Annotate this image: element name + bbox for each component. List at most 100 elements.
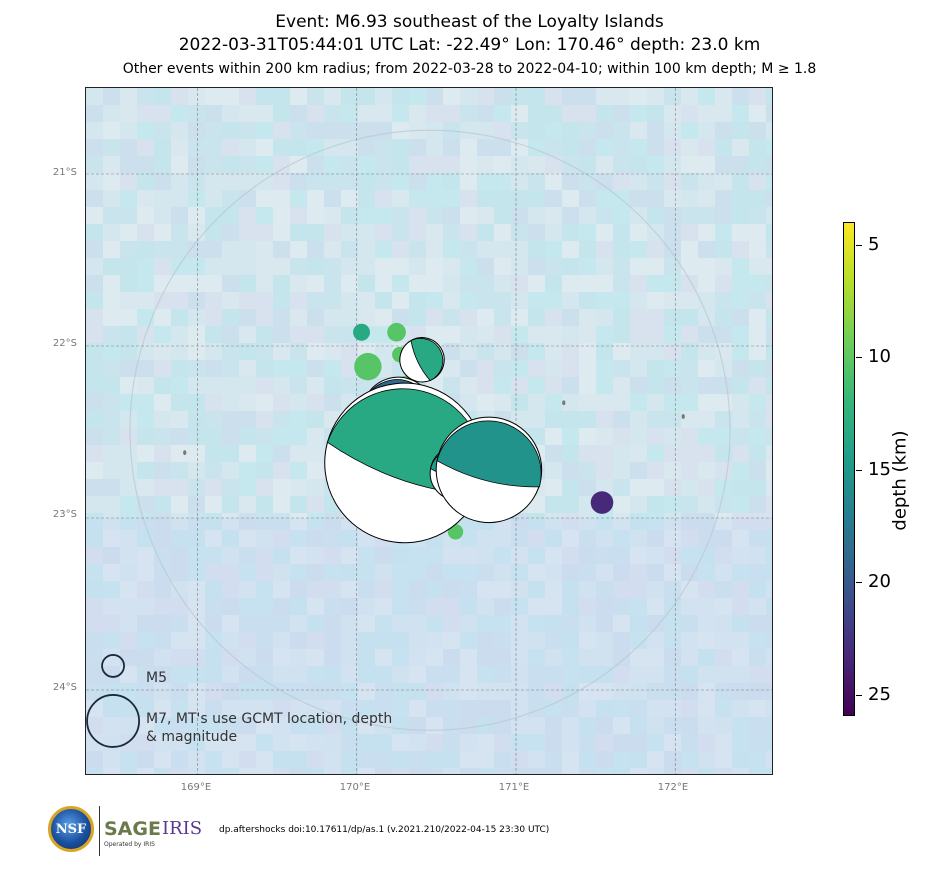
map-texture-cell: [664, 207, 681, 224]
map-texture-cell: [579, 275, 596, 292]
map-texture-cell: [103, 241, 120, 258]
map-texture-cell: [443, 207, 460, 224]
map-texture-cell: [715, 632, 732, 649]
map-texture-cell: [307, 224, 324, 241]
map-texture-cell: [86, 615, 103, 632]
map-texture-cell: [528, 377, 545, 394]
map-texture-cell: [528, 292, 545, 309]
map-texture-cell: [596, 564, 613, 581]
map-texture-cell: [171, 666, 188, 683]
sage-logo: SAGE: [104, 818, 161, 840]
map-texture-cell: [392, 190, 409, 207]
map-texture-cell: [86, 700, 103, 717]
map-texture-cell: [579, 632, 596, 649]
map-texture-cell: [103, 275, 120, 292]
map-texture-cell: [664, 224, 681, 241]
map-texture-cell: [103, 513, 120, 530]
map-texture-cell: [307, 666, 324, 683]
map-texture-cell: [562, 394, 579, 411]
map-texture-cell: [749, 513, 766, 530]
map-texture-cell: [120, 190, 137, 207]
map-texture-cell: [307, 105, 324, 122]
map-texture-cell: [630, 564, 647, 581]
map-texture-cell: [562, 564, 579, 581]
map-texture-cell: [579, 377, 596, 394]
map-texture-cell: [647, 207, 664, 224]
map-texture-cell: [273, 258, 290, 275]
earthquake-marker: [354, 352, 382, 381]
beachball-part: [410, 338, 444, 382]
map-texture-cell: [511, 122, 528, 139]
map-texture-cell: [392, 734, 409, 751]
map-texture-cell: [749, 275, 766, 292]
map-texture-cell: [120, 598, 137, 615]
legend-m5-circle: [101, 654, 125, 678]
map-texture-cell: [256, 462, 273, 479]
map-texture-cell: [392, 581, 409, 598]
map-texture-cell: [341, 275, 358, 292]
map-texture-cell: [120, 649, 137, 666]
map-texture-cell: [324, 292, 341, 309]
map-texture-cell: [154, 360, 171, 377]
map-texture-cell: [647, 632, 664, 649]
map-texture-cell: [664, 326, 681, 343]
map-texture-cell: [375, 615, 392, 632]
map-texture-cell: [494, 581, 511, 598]
map-texture-cell: [375, 173, 392, 190]
map-texture-cell: [647, 156, 664, 173]
map-texture-cell: [341, 173, 358, 190]
map-texture-cell: [307, 598, 324, 615]
map-texture-cell: [494, 105, 511, 122]
map-texture-cell: [630, 105, 647, 122]
map-texture-cell: [375, 683, 392, 700]
map-texture-cell: [307, 496, 324, 513]
map-texture-cell: [171, 190, 188, 207]
map-texture-cell: [273, 88, 290, 105]
colorbar-label-15: 15: [868, 459, 891, 480]
map-texture-cell: [511, 530, 528, 547]
map-texture-cell: [579, 768, 596, 774]
map-texture-cell: [324, 530, 341, 547]
map-texture-cell: [630, 275, 647, 292]
map-texture-cell: [545, 615, 562, 632]
map-texture-cell: [698, 615, 715, 632]
map-texture-cell: [698, 156, 715, 173]
map-texture-cell: [494, 700, 511, 717]
map-texture-cell: [443, 734, 460, 751]
map-texture-cell: [171, 258, 188, 275]
map-texture-cell: [562, 190, 579, 207]
map-texture-cell: [205, 666, 222, 683]
map-texture-cell: [341, 105, 358, 122]
map-texture-cell: [647, 513, 664, 530]
map-texture-cell: [205, 632, 222, 649]
map-texture-cell: [375, 309, 392, 326]
map-texture-cell: [256, 598, 273, 615]
map-texture-cell: [698, 207, 715, 224]
map-texture-cell: [324, 666, 341, 683]
map-texture-cell: [528, 224, 545, 241]
map-texture-cell: [290, 632, 307, 649]
map-frame[interactable]: [85, 87, 773, 775]
map-texture-cell: [256, 122, 273, 139]
map-texture-cell: [460, 530, 477, 547]
map-texture-cell: [239, 88, 256, 105]
map-texture-cell: [341, 190, 358, 207]
map-texture-cell: [409, 309, 426, 326]
map-texture-cell: [681, 156, 698, 173]
map-texture-cell: [443, 649, 460, 666]
map-texture-cell: [630, 632, 647, 649]
map-texture-cell: [171, 428, 188, 445]
map-texture-cell: [205, 394, 222, 411]
map-texture-cell: [630, 309, 647, 326]
map-texture-cell: [647, 751, 664, 768]
map-texture-cell: [273, 105, 290, 122]
map-texture-cell: [715, 615, 732, 632]
map-texture-cell: [205, 462, 222, 479]
map-texture-cell: [137, 173, 154, 190]
beachball-mechanism: [399, 337, 445, 383]
map-texture-cell: [171, 632, 188, 649]
map-texture-cell: [120, 207, 137, 224]
map-texture-cell: [477, 241, 494, 258]
map-texture-cell: [188, 700, 205, 717]
map-texture-cell: [256, 275, 273, 292]
